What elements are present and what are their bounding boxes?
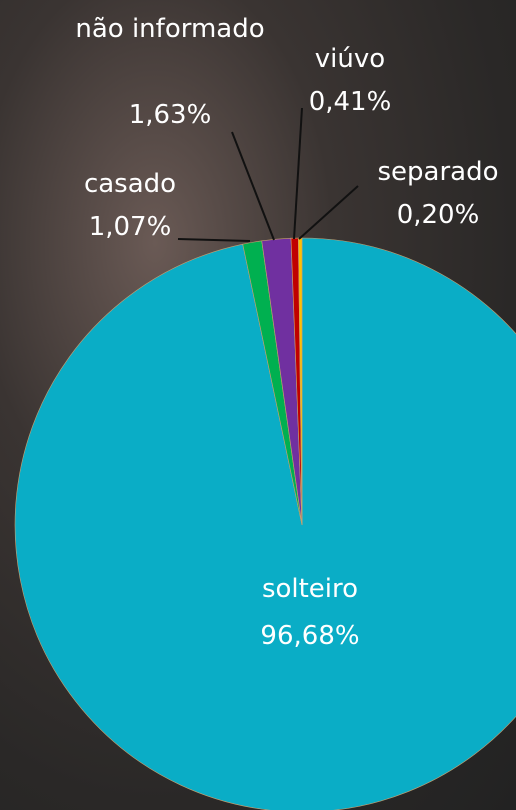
leader-lines: [177, 107, 359, 242]
slice-label: não informado: [75, 14, 265, 44]
value-label: 96,68%: [260, 621, 360, 651]
leader-line: [298, 185, 359, 240]
value-label: 1,07%: [88, 212, 172, 242]
slice-label: viúvo: [314, 44, 386, 74]
leader-line: [231, 131, 275, 241]
pie-slice: [14, 237, 516, 810]
slice-label: separado: [377, 157, 499, 187]
slice-label: casado: [83, 169, 177, 199]
value-label: 1,63%: [128, 100, 212, 130]
leader-line: [293, 107, 303, 240]
slice-label: solteiro: [261, 574, 359, 604]
value-label: 0,20%: [396, 200, 480, 230]
pie: [14, 237, 516, 810]
value-label: 0,41%: [308, 87, 392, 117]
leader-line: [177, 238, 251, 242]
